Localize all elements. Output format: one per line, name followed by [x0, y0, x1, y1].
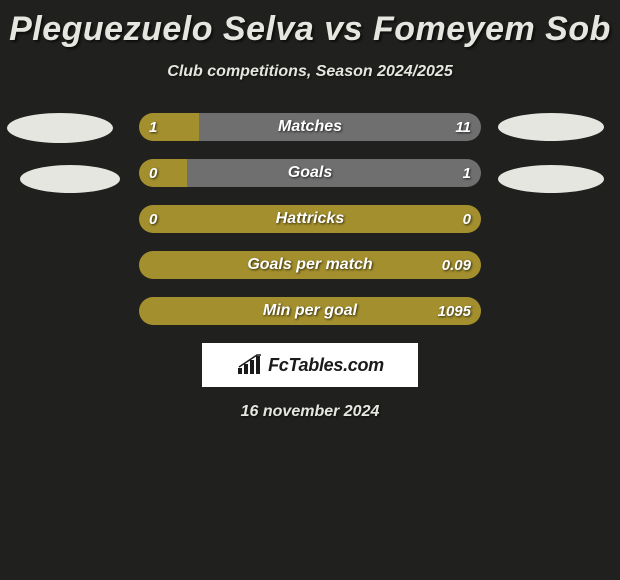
logo-text: FcTables.com [268, 355, 384, 376]
stat-row: 0Hattricks0 [139, 205, 481, 233]
player-marker-ellipse [498, 113, 604, 141]
stat-row: Goals per match0.09 [139, 251, 481, 279]
page-title: Pleguezuelo Selva vs Fomeyem Sob [0, 0, 620, 49]
stat-row: 0Goals1 [139, 159, 481, 187]
player-marker-ellipse [7, 113, 113, 143]
bar-chart-icon [236, 354, 264, 376]
comparison-rows: 1Matches11 0Goals1 0Hattricks0 Goals per ma… [0, 113, 620, 325]
logo-box: FcTables.com [202, 343, 418, 387]
player-marker-ellipse [498, 165, 604, 193]
player-marker-ellipse [20, 165, 120, 193]
stat-row: 1Matches11 [139, 113, 481, 141]
page-subtitle: Club competitions, Season 2024/2025 [0, 63, 620, 81]
date-text: 16 november 2024 [0, 403, 620, 421]
stat-row: Min per goal1095 [139, 297, 481, 325]
